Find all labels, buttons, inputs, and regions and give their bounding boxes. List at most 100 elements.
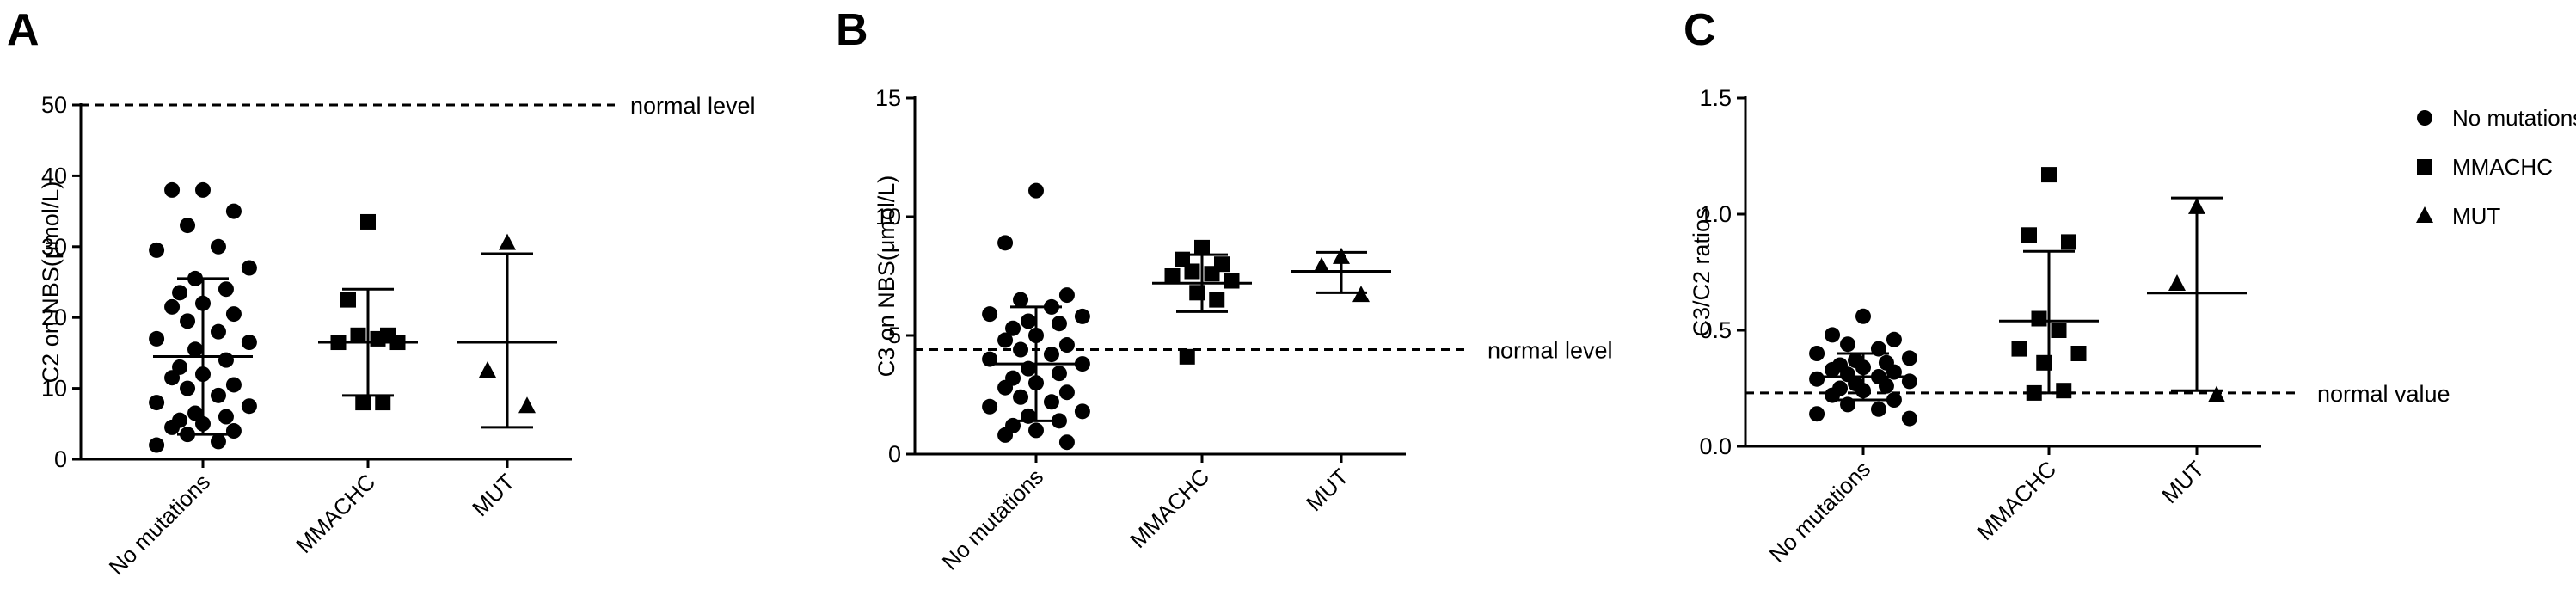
- panel-a: A 0 10 20 30 40 50 C2 on NBS(μmol/L) No mutation…: [7, 5, 756, 581]
- data-point: [210, 323, 226, 340]
- y-tick-label: 0.0: [1699, 433, 1732, 459]
- data-point: [2011, 341, 2027, 357]
- data-point: [149, 242, 165, 258]
- legend-item: No mutations: [2417, 105, 2576, 131]
- data-point: [370, 330, 386, 347]
- series-mut: [2147, 196, 2247, 402]
- data-point: [2056, 383, 2072, 399]
- data-point: [1809, 346, 1825, 361]
- data-point: [997, 235, 1014, 251]
- y-tick-label: 10: [875, 204, 901, 230]
- data-point: [1013, 341, 1029, 358]
- reference-label: normal level: [1487, 338, 1613, 364]
- legend-label: No mutations: [2452, 105, 2576, 131]
- data-point: [164, 181, 181, 198]
- data-point: [195, 181, 211, 198]
- legend-item: MMACHC: [2417, 154, 2553, 180]
- data-point: [225, 423, 242, 439]
- data-point: [1179, 348, 1195, 365]
- data-point: [210, 387, 226, 403]
- x-tick-label: MUT: [1301, 464, 1353, 516]
- data-point: [518, 396, 536, 414]
- data-point: [164, 298, 181, 315]
- data-point: [1840, 336, 1856, 353]
- series-mmachc: [318, 213, 418, 411]
- data-point: [241, 398, 257, 415]
- data-point: [1043, 394, 1059, 410]
- data-point: [218, 409, 234, 425]
- data-point: [1901, 350, 1917, 366]
- series-no-mutations: [982, 182, 1090, 451]
- y-tick-label: 0: [888, 441, 901, 467]
- data-point: [1825, 361, 1841, 378]
- data-point: [1051, 366, 1067, 382]
- legend-label: MUT: [2452, 203, 2500, 229]
- data-point: [164, 419, 181, 435]
- data-point: [210, 433, 226, 450]
- data-point: [241, 335, 257, 351]
- data-point: [218, 352, 234, 368]
- data-point: [1058, 337, 1075, 353]
- data-point: [1825, 387, 1841, 403]
- data-point: [1058, 287, 1075, 304]
- data-point: [1184, 263, 1200, 280]
- y-tick-label: 5: [888, 323, 901, 348]
- data-point: [1028, 182, 1044, 199]
- data-point: [225, 203, 242, 219]
- data-point: [1224, 273, 1240, 289]
- y-tick-label: 40: [41, 163, 67, 188]
- panel-b: B 0 5 10 15 C3 on NBS(μmol/L) No mutations MMAC…: [836, 5, 1613, 575]
- data-point: [180, 380, 196, 396]
- y-axis-title: C3 on NBS(μmol/L): [874, 175, 899, 378]
- reference-label: normal value: [2317, 381, 2450, 407]
- data-point: [1058, 384, 1075, 401]
- data-point: [187, 341, 204, 358]
- data-point: [1043, 347, 1059, 363]
- data-point: [172, 359, 188, 375]
- data-point: [1164, 268, 1181, 284]
- series-mmachc: [1152, 239, 1252, 365]
- panel-letter: C: [1684, 5, 1716, 55]
- y-tick-label: 1.0: [1699, 201, 1732, 227]
- data-point: [172, 285, 188, 301]
- x-tick-label: No mutations: [104, 469, 216, 581]
- x-tick-label: MMACHC: [291, 469, 380, 558]
- data-point: [149, 437, 165, 453]
- data-point: [1051, 316, 1067, 332]
- x-tick-label: MMACHC: [1125, 464, 1214, 553]
- data-point: [340, 292, 356, 308]
- data-point: [1878, 378, 1894, 394]
- data-point: [1028, 422, 1044, 439]
- data-point: [187, 405, 204, 421]
- data-point: [1809, 406, 1825, 422]
- y-tick-label: 15: [875, 85, 901, 111]
- data-point: [164, 370, 181, 386]
- series-mmachc: [1999, 167, 2099, 401]
- data-point: [210, 238, 226, 255]
- y-axis-title: C2 on NBS(μmol/L): [38, 181, 64, 384]
- y-tick-label: 50: [41, 92, 67, 118]
- data-point: [1825, 327, 1841, 343]
- legend-marker-triangle: [2416, 206, 2433, 223]
- data-point: [1005, 320, 1021, 336]
- data-point: [1058, 434, 1075, 451]
- series-mut: [457, 233, 557, 429]
- data-point: [479, 361, 496, 378]
- y-axis-title: C3/C2 ratios: [1689, 207, 1714, 336]
- panel-c: C 0.0 0.5 1.0 1.5 C3/C2 ratios No mutations MMA…: [1684, 5, 2450, 568]
- y-tick-label: 1.5: [1699, 85, 1732, 111]
- data-point: [180, 313, 196, 329]
- data-point: [1021, 313, 1037, 329]
- data-point: [149, 330, 165, 347]
- data-point: [1855, 308, 1871, 324]
- panel-letter: A: [7, 5, 40, 55]
- data-point: [1886, 392, 1902, 408]
- data-point: [2021, 227, 2037, 243]
- data-point: [350, 327, 366, 343]
- x-tick-label: MUT: [2156, 456, 2209, 508]
- data-point: [1194, 239, 1210, 255]
- data-point: [982, 398, 998, 415]
- data-point: [1313, 256, 1330, 273]
- data-point: [982, 306, 998, 323]
- data-point: [2208, 385, 2225, 402]
